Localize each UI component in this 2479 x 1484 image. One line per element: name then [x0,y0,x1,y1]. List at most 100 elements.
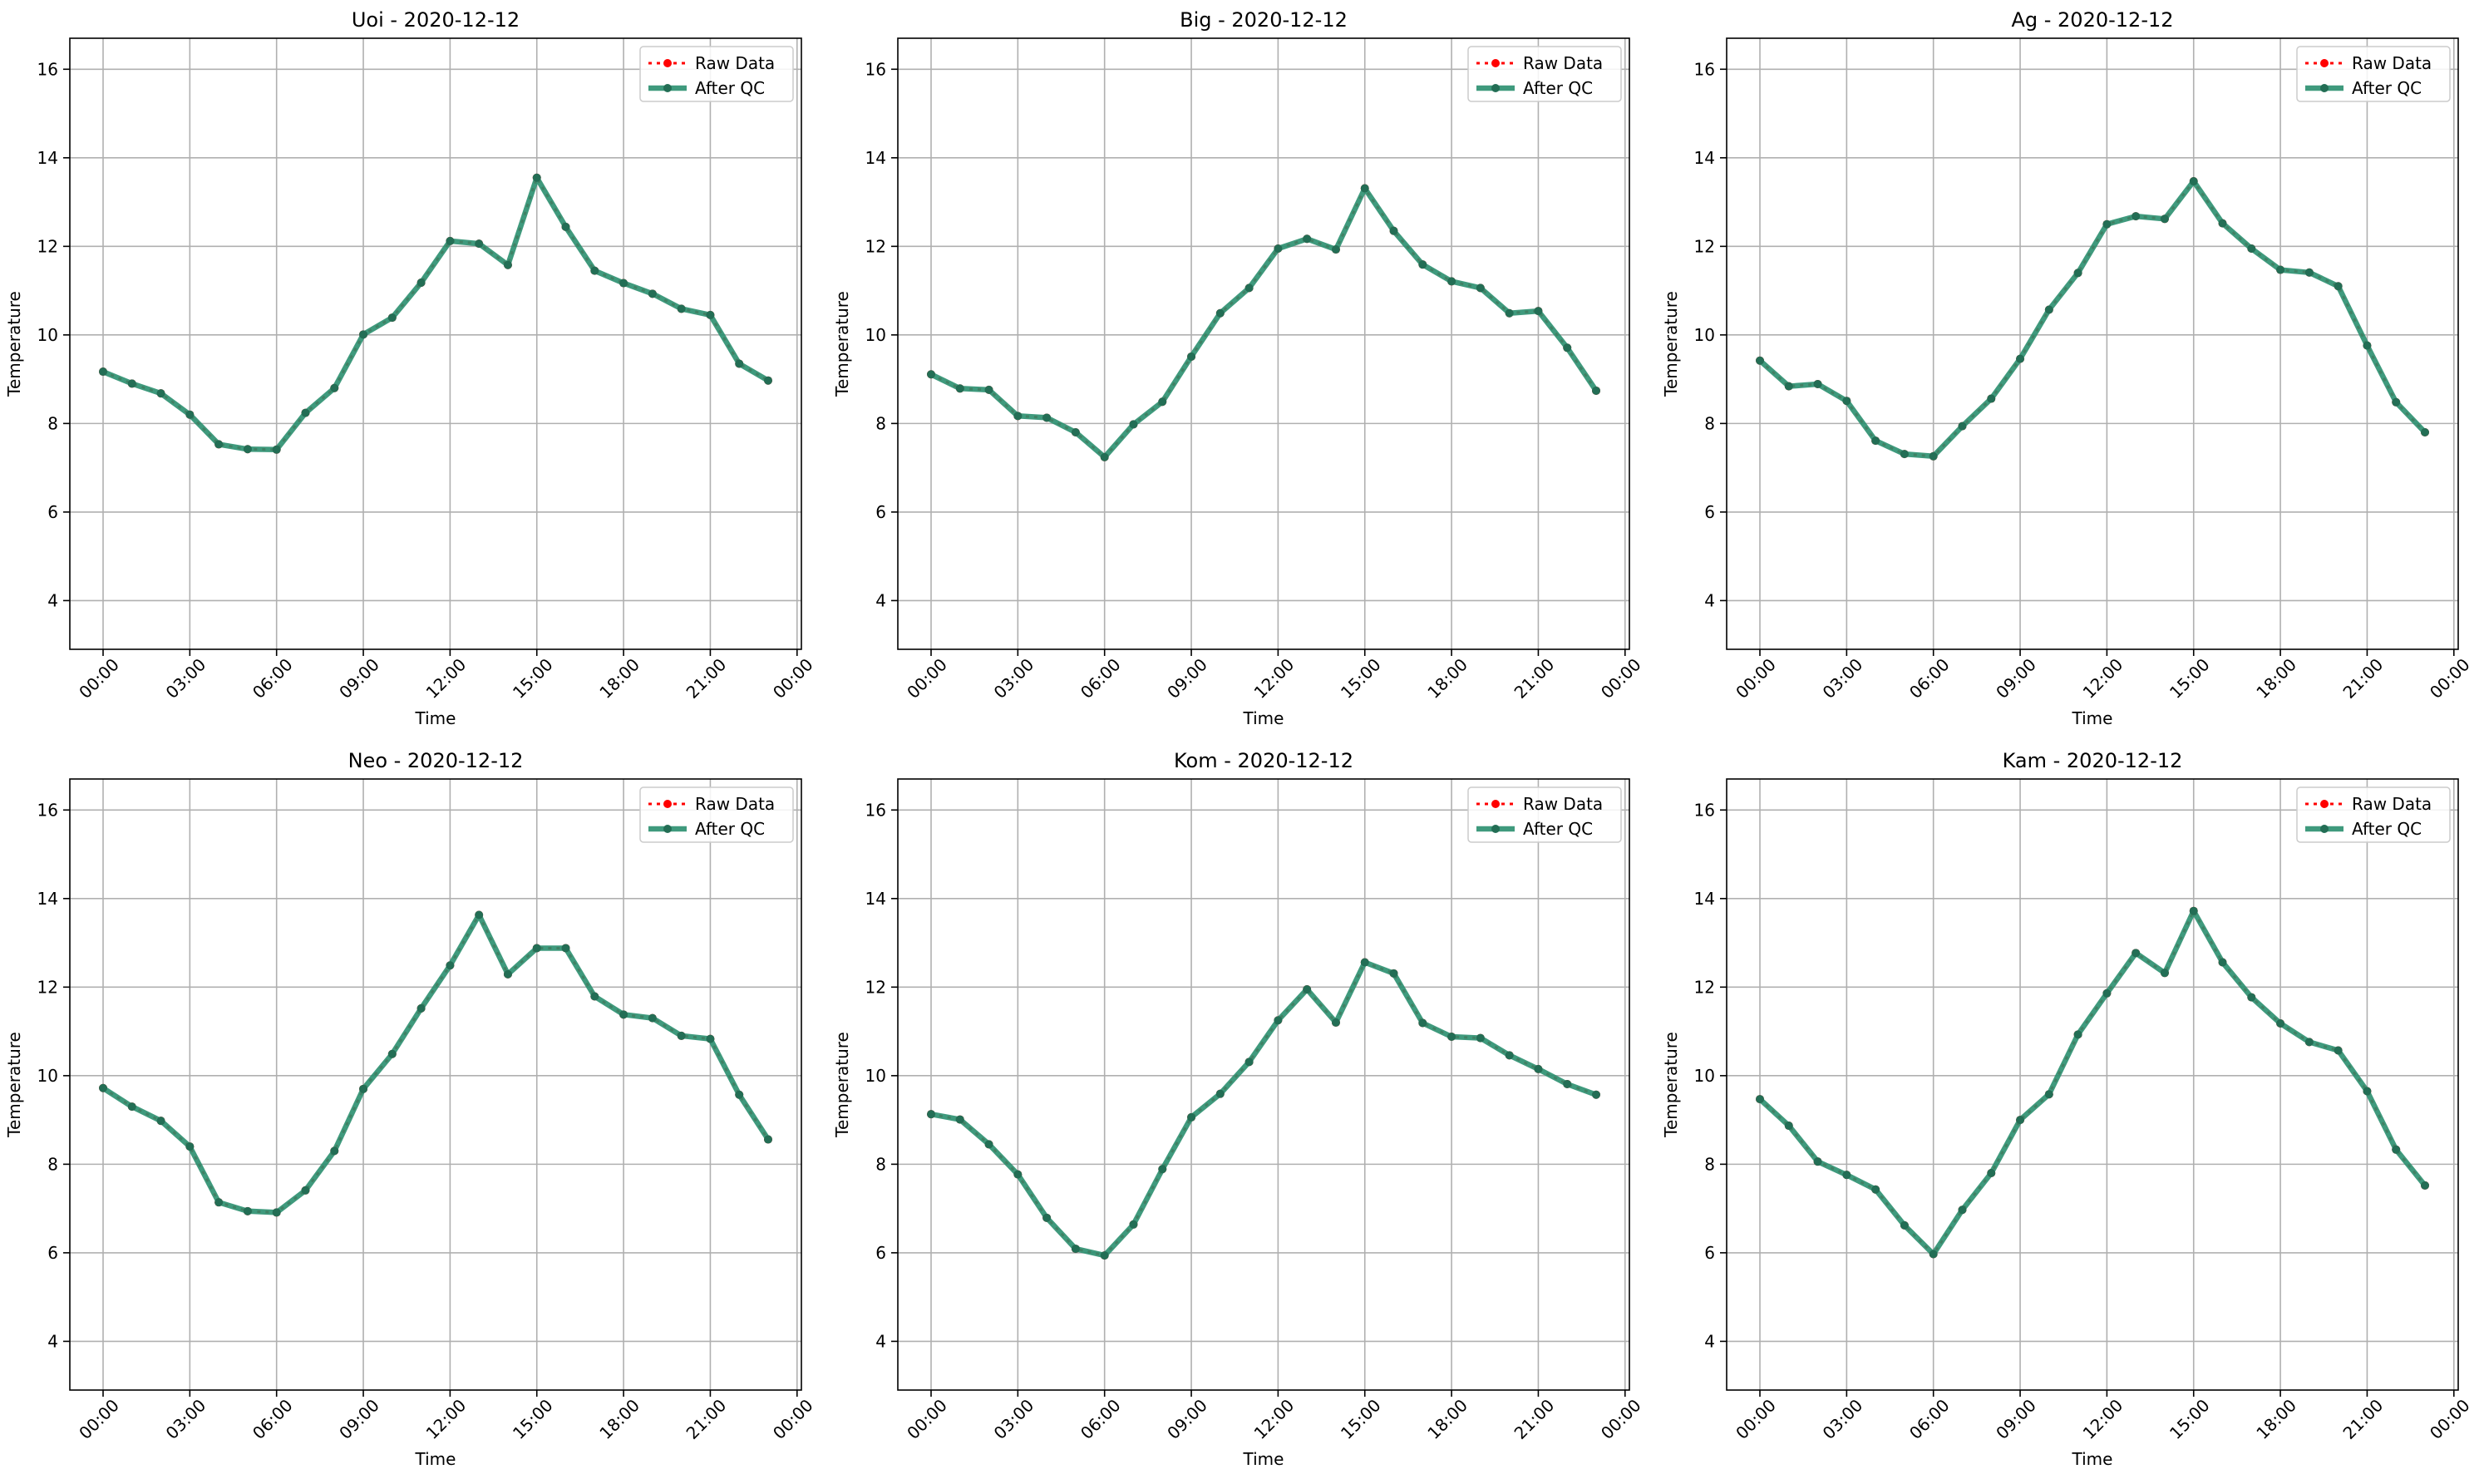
after-qc-point [2392,397,2401,407]
y-tick-label: 16 [865,59,886,79]
after-qc-point [1871,1185,1880,1194]
after-qc-point [955,1115,964,1124]
after-qc-point [1505,1051,1514,1060]
x-tick-label: 18:00 [595,1395,643,1443]
legend-qc-label: After QC [695,819,765,839]
after-qc-point [2044,305,2053,314]
after-qc-point [735,359,744,368]
after-qc-point [416,1003,426,1013]
after-qc-point [1534,1064,1543,1073]
y-tick-label: 10 [1694,1066,1715,1086]
legend-raw-marker [1491,59,1500,67]
legend: Raw Data After QC [2296,786,2451,843]
x-tick-label: 00:00 [1597,654,1645,703]
after-qc-point [446,236,455,245]
after-qc-point [1784,1122,1793,1131]
after-qc-point [1331,245,1340,254]
after-qc-point [561,944,570,953]
after-qc-point [156,389,165,398]
after-qc-point [2247,244,2256,253]
after-qc-point [2160,214,2169,224]
x-tick-label: 12:00 [422,1395,471,1443]
x-tick-label: 15:00 [2166,654,2214,703]
x-axis-label: Time [1243,1449,1284,1469]
after-qc-point [2218,219,2227,228]
x-tick-label: 00:00 [75,1395,123,1443]
after-qc-point [503,260,512,269]
after-qc-point [1013,412,1023,421]
after-qc-point [648,1013,657,1023]
y-tick-label: 6 [47,502,58,522]
y-tick-label: 10 [865,1066,886,1086]
legend-qc-marker [1491,825,1500,833]
legend: Raw Data After QC [1467,786,1622,843]
y-tick-label: 12 [1694,977,1715,997]
x-tick-label: 00:00 [1597,1395,1645,1443]
x-tick-label: 18:00 [2252,654,2300,703]
y-tick-label: 8 [47,1154,58,1174]
after-qc-point [475,910,484,919]
y-tick-label: 16 [1694,59,1715,79]
after-qc-line [1757,908,2427,1257]
x-tick-label: 06:00 [249,654,297,703]
after-qc-point [272,1208,281,1217]
raw-data-line [102,175,769,451]
x-tick-label: 00:00 [1732,654,1780,703]
after-qc-point [243,1206,252,1215]
y-tick-label: 6 [1704,502,1715,522]
after-qc-point [2189,906,2198,915]
y-tick-label: 4 [875,590,886,610]
y-tick-label: 6 [875,502,886,522]
legend-qc-label: After QC [1523,819,1593,839]
after-qc-point [1929,451,1938,461]
x-tick-label: 18:00 [595,654,643,703]
legend-qc-marker [663,84,672,92]
x-tick-label: 00:00 [1732,1395,1780,1443]
after-qc-point [1784,382,1793,391]
after-qc-point [1813,1157,1822,1166]
subplot-title: Kam - 2020-12-12 [2003,749,2183,772]
after-qc-point [2421,428,2429,437]
after-qc-line [1757,178,2427,460]
x-tick-label: 15:00 [2166,1395,2214,1443]
after-qc-point [1389,969,1398,978]
subplot-title: Kom - 2020-12-12 [1174,749,1353,772]
after-qc-point [677,304,686,313]
after-qc-point [1900,450,1909,459]
y-tick-label: 10 [865,325,886,345]
x-tick-label: 00:00 [2426,654,2474,703]
after-qc-point [1042,1213,1052,1222]
after-qc-point [387,313,397,323]
y-axis-label: Temperature [832,1032,852,1138]
y-tick-label: 14 [1694,889,1715,909]
y-tick-label: 16 [37,59,58,79]
after-qc-point [2304,1038,2314,1047]
after-qc-point [590,266,599,275]
x-axis-label: Time [415,708,456,728]
after-qc-point [984,1140,993,1149]
x-tick-label: 03:00 [162,654,210,703]
legend-qc-label: After QC [695,78,765,98]
after-qc-point [1158,1165,1167,1174]
x-tick-label: 12:00 [1250,654,1299,703]
x-tick-label: 09:00 [335,654,383,703]
y-tick-label: 6 [47,1243,58,1263]
y-tick-label: 8 [1704,413,1715,433]
axes-frame [897,778,1630,1391]
axes-frame [1726,37,2459,650]
after-qc-point [503,969,512,979]
after-qc-point [185,410,195,419]
y-tick-label: 12 [37,236,58,256]
after-qc-point [301,408,310,417]
x-tick-label: 00:00 [769,654,817,703]
y-tick-label: 12 [1694,236,1715,256]
x-tick-label: 09:00 [1163,654,1211,703]
after-qc-point [1100,452,1109,461]
after-qc-point [2132,949,2141,958]
after-qc-point [984,385,993,394]
after-qc-point [1592,1090,1600,1099]
after-qc-point [1447,1032,1456,1041]
y-axis-label: Temperature [1661,1032,1681,1138]
